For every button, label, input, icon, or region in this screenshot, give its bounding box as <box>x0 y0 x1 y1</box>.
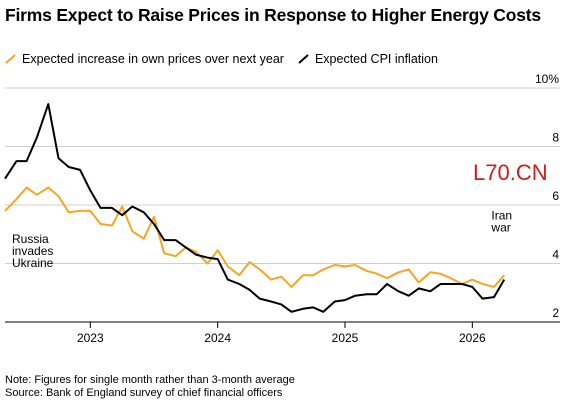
legend-swatch-own-prices-icon <box>5 54 16 64</box>
y-tick-label-10: 10% <box>535 72 559 86</box>
x-tick-label-2024: 2024 <box>204 331 231 345</box>
grid <box>5 87 560 323</box>
x-tick-label-2023: 2023 <box>77 331 104 345</box>
legend-label-cpi: Expected CPI inflation <box>314 52 438 66</box>
legend: Expected increase in own prices over nex… <box>5 52 452 66</box>
watermark-text: L70.CN <box>473 160 548 185</box>
legend-item-cpi: Expected CPI inflation <box>298 52 438 66</box>
legend-swatch-cpi-icon <box>298 54 309 64</box>
x-tick-label-2026: 2026 <box>459 331 486 345</box>
x-axis: 2023 2024 2025 2026 <box>5 321 560 345</box>
chart-title: Firms Expect to Raise Prices in Response… <box>5 5 541 25</box>
series-lines <box>4 103 506 313</box>
annotation-0: Russia invades Ukraine <box>12 232 54 270</box>
footnote: Note: Figures for single month rather th… <box>5 374 295 386</box>
y-tick-label-6: 6 <box>552 189 559 203</box>
y-tick-label-2: 2 <box>552 306 559 320</box>
legend-item-own-prices: Expected increase in own prices over nex… <box>5 52 284 66</box>
annotation-1: Iran war <box>490 209 512 235</box>
y-tick-label-4: 4 <box>552 248 559 262</box>
source-note: Source: Bank of England survey of chief … <box>5 387 283 399</box>
x-tick-label-2025: 2025 <box>332 331 359 345</box>
y-axis: 2 4 6 8 10% <box>535 72 559 320</box>
series-cpi-line <box>4 103 506 313</box>
series-own-prices-line <box>4 186 505 288</box>
legend-label-own-prices: Expected increase in own prices over nex… <box>22 52 284 66</box>
annotations: Russia invades Ukraine Iran war <box>12 209 512 270</box>
y-tick-label-8: 8 <box>552 131 559 145</box>
